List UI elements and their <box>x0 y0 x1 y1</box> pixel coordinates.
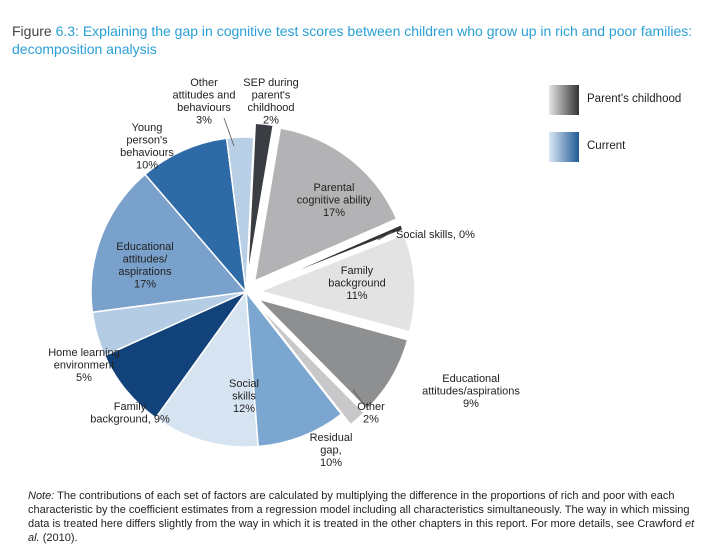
slice-label-line: background, 9% <box>90 414 170 426</box>
pie-chart: SEP during parent's childhood 2%Parental cog… <box>48 77 520 469</box>
slice-label-line: behaviours <box>120 147 174 159</box>
pie-labels: SEP during parent's childhood 2%Parental cog… <box>48 77 520 469</box>
slice-label-line: Residual <box>310 432 353 444</box>
slice-label-line: environment <box>54 360 115 372</box>
pie-slice-11 <box>144 137 248 295</box>
slice-label-line: Educational <box>116 241 174 253</box>
slice-label-4: Educational attitudes/aspirations 9% <box>422 373 520 410</box>
slice-label-line: 2% <box>263 115 279 127</box>
slice-label-line: Social skills, 0% <box>396 229 475 241</box>
slice-label-10: Educational attitudes/aspirations 17% <box>116 241 174 291</box>
slice-label-line: cognitive ability <box>297 195 372 207</box>
slice-label-line: childhood <box>247 102 294 114</box>
slice-label-line: Home learning <box>48 347 120 359</box>
leader-line-2 <box>377 231 393 241</box>
note-etal: et al. <box>28 518 695 544</box>
note-tail: (2010). <box>42 532 78 544</box>
figure-prefix: Figure <box>12 23 52 39</box>
slice-label-line: attitudes/ <box>123 254 169 266</box>
slice-label-line: attitudes/aspirations <box>422 386 520 398</box>
slice-label-3: Family background 11% <box>328 265 386 302</box>
slice-label-2: Social skills, 0% <box>396 229 475 241</box>
slice-label-line: parent's <box>252 90 291 102</box>
slice-label-8: Family background, 9% <box>90 401 170 426</box>
pie-slice-1 <box>253 127 398 283</box>
slice-label-line: aspirations <box>118 266 172 278</box>
slice-label-line: background <box>328 278 386 290</box>
pie-slice-5 <box>254 301 366 426</box>
slice-label-line: 11% <box>346 290 367 302</box>
figure-number: 6.3: <box>55 23 79 39</box>
chart-note: Note: The contributions of each set of f… <box>28 489 703 545</box>
slice-label-9: Home learning environment 5% <box>48 347 120 384</box>
note-text: The contributions of each set of factors… <box>28 490 690 530</box>
legend-label-current: Current <box>587 140 626 152</box>
slice-label-line: 9% <box>463 398 479 410</box>
pie-slice-7 <box>154 289 259 448</box>
slice-label-line: attitudes and <box>173 90 236 102</box>
slice-label-line: behaviours <box>177 102 231 114</box>
slice-label-0: SEP during parent's childhood 2% <box>243 77 298 127</box>
slice-label-1: Parental cognitive ability 17% <box>297 182 372 219</box>
slice-label-line: Social <box>229 378 259 390</box>
pie-slices <box>90 122 416 448</box>
slice-label-line: 10% <box>320 457 342 469</box>
slice-label-line: Educational <box>442 373 500 385</box>
leader-line-5 <box>352 389 363 403</box>
slice-label-line: Other <box>190 77 218 89</box>
slice-label-7: Social skills 12% <box>229 378 259 415</box>
slice-label-line: person's <box>126 135 168 147</box>
pie-slice-4 <box>255 297 409 411</box>
slice-label-line: Family <box>114 401 147 413</box>
pie-slice-6 <box>245 289 343 448</box>
slice-label-line: 17% <box>323 207 345 219</box>
pie-leader-lines <box>223 117 393 403</box>
slice-label-5: Other 2% <box>357 401 385 426</box>
slice-label-line: Other <box>357 401 385 413</box>
slice-label-line: 3% <box>196 115 212 127</box>
slice-label-12: Other attitudes and behaviours 3% <box>173 77 236 127</box>
pie-slice-10 <box>90 173 248 314</box>
slice-label-line: skills <box>232 391 256 403</box>
note-lead: Note: <box>28 490 55 502</box>
pie-slice-0 <box>246 122 275 279</box>
slice-label-line: SEP during <box>243 77 298 89</box>
slice-label-line: Family <box>341 265 374 277</box>
legend-label-parents-childhood: Parent's childhood <box>587 93 682 105</box>
pie-slice-3 <box>257 233 416 333</box>
slice-label-line: gap, <box>320 445 341 457</box>
figure-title-text: Explaining the gap in cognitive test sco… <box>12 23 693 57</box>
legend-swatch-parents-childhood <box>549 85 579 115</box>
slice-label-line: 17% <box>134 279 156 291</box>
slice-label-line: 2% <box>363 414 379 426</box>
slice-label-11: Young person's behaviours 10% <box>120 122 174 172</box>
legend-swatch-current <box>549 132 579 162</box>
slice-label-line: Parental <box>314 182 355 194</box>
pie-slice-2 <box>258 223 405 288</box>
leader-line-12 <box>223 117 235 147</box>
slice-label-line: 12% <box>233 403 255 415</box>
slice-label-6: Residual gap, 10% <box>310 432 353 469</box>
slice-label-line: 10% <box>136 160 158 172</box>
slice-label-line: 5% <box>76 372 92 384</box>
pie-slice-12 <box>225 136 255 293</box>
slice-label-line: Young <box>132 122 163 134</box>
chart-title: Figure 6.3: Explaining the gap in cognit… <box>12 22 702 58</box>
